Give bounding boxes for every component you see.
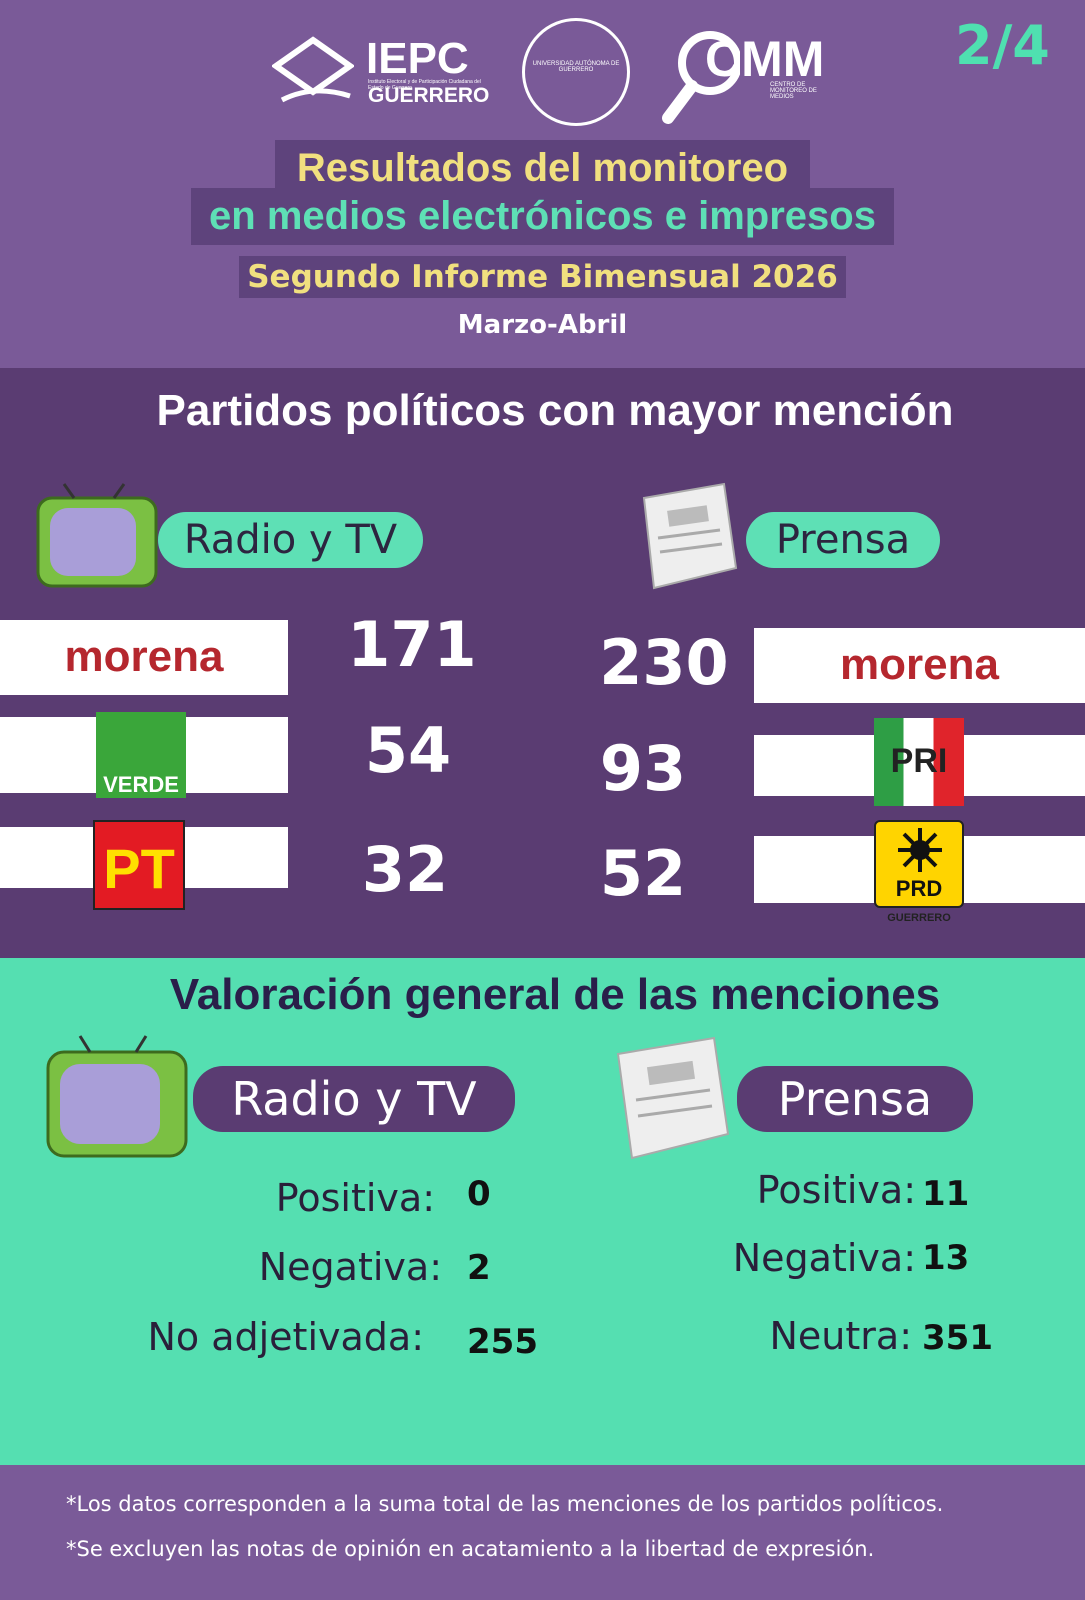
iepc-icon	[272, 36, 354, 103]
iepc-state: GUERRERO	[368, 84, 490, 107]
party-logo-pt: PT	[93, 820, 185, 910]
party-logo-text: PRD	[895, 876, 943, 901]
valuation-label: Positiva:	[275, 1176, 435, 1220]
prensa-label: Prensa	[746, 512, 940, 568]
mention-count: 230	[599, 626, 729, 699]
mention-count: 52	[599, 837, 687, 910]
party-logo-text: VERDE	[103, 772, 179, 797]
party-logo-text: PT	[103, 837, 175, 900]
mention-count: 171	[347, 608, 477, 681]
cmm-caption: CENTRO DE MONITOREO DE MEDIOS	[770, 82, 817, 100]
valuation-title: Valoración general de las menciones	[169, 970, 941, 1019]
cmm-name: CMM	[705, 31, 825, 87]
iepc-name: IEPC	[366, 34, 469, 83]
valuation-label: No adjetivada:	[147, 1315, 424, 1359]
mentions-title: Partidos políticos con mayor mención	[156, 386, 954, 435]
party-logo-morena: morena	[840, 640, 999, 689]
valuation-label: Neutra:	[769, 1314, 913, 1358]
party-bar: morena	[754, 628, 1085, 703]
party-logo-prd: PRD	[874, 820, 964, 908]
subtitle: Segundo Informe Bimensual 2026	[239, 256, 846, 298]
period: Marzo-Abril	[457, 310, 628, 340]
party-bar: morena	[0, 620, 288, 695]
title-line-2: en medios electrónicos e impresos	[191, 188, 894, 245]
party-logo-pri: PRI	[874, 718, 964, 806]
tv-icon	[46, 1035, 188, 1158]
page-number: 2/4	[955, 14, 1050, 77]
mention-count: 32	[361, 833, 449, 906]
mention-count: 93	[599, 732, 687, 805]
title-row-1: Resultados del monitoreo	[0, 140, 1085, 197]
party-logo-text: PRI	[890, 742, 948, 780]
radio-tv-label: Radio y TV	[158, 512, 423, 568]
uagro-name: UNIVERSIDAD AUTÓNOMA DE GUERRERO	[532, 61, 620, 73]
uagro-seal: UNIVERSIDAD AUTÓNOMA DE GUERRERO	[522, 18, 630, 126]
party-logo-verde: VERDE	[96, 712, 186, 798]
valuation-label: Negativa:	[732, 1236, 916, 1280]
party-sublabel: GUERRERO	[887, 912, 951, 924]
cmm-magnifier	[662, 31, 740, 124]
mention-count: 54	[364, 714, 452, 787]
valuation-count: 0	[467, 1174, 491, 1214]
newspaper-icon	[616, 1036, 730, 1160]
tv-icon	[36, 483, 158, 588]
prensa-label: Prensa	[737, 1066, 973, 1132]
valuation-label: Negativa:	[258, 1245, 442, 1289]
footnote: *Se excluyen las notas de opinión en aca…	[66, 1537, 875, 1561]
valuation-count: 351	[922, 1318, 993, 1358]
radio-tv-label: Radio y TV	[193, 1066, 515, 1132]
iepc-caption: Instituto Electoral y de Participación C…	[368, 79, 481, 91]
valuation-band	[0, 958, 1085, 1465]
party-logo-morena: morena	[64, 632, 224, 681]
valuation-count: 11	[922, 1174, 970, 1214]
newspaper-icon	[642, 482, 738, 590]
title-line-1: Resultados del monitoreo	[274, 140, 811, 197]
valuation-count: 2	[467, 1248, 491, 1288]
subtitle-row: Segundo Informe Bimensual 2026	[0, 256, 1085, 298]
title-row-2: en medios electrónicos e impresos	[0, 188, 1085, 245]
valuation-label: Positiva:	[756, 1168, 916, 1212]
prd-sun	[898, 828, 942, 872]
footnote: *Los datos corresponden a la suma total …	[66, 1492, 944, 1516]
valuation-count: 13	[922, 1238, 970, 1278]
valuation-count: 255	[467, 1322, 538, 1362]
